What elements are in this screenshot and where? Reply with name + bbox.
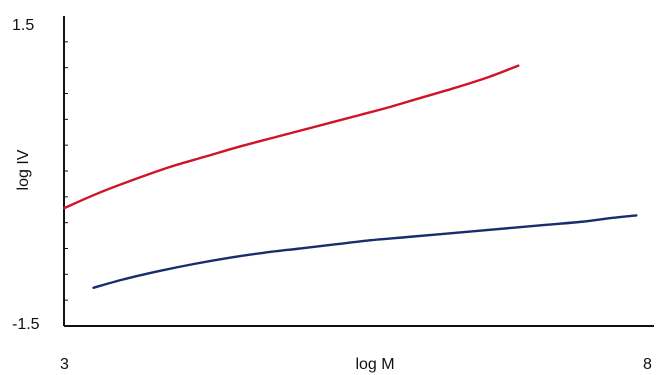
x-axis-label: log M bbox=[355, 356, 394, 373]
series-1-line bbox=[62, 64, 520, 210]
x-tick-label-min: 3 bbox=[60, 356, 69, 373]
series-layer bbox=[62, 64, 638, 289]
y-axis-label: log IV bbox=[15, 149, 32, 190]
y-tick-label-max: 1.5 bbox=[12, 17, 34, 34]
x-tick-label-max: 8 bbox=[643, 356, 652, 373]
y-tick-label-min: -1.5 bbox=[12, 316, 40, 333]
series-2-line bbox=[92, 214, 638, 289]
y-ticks bbox=[64, 41, 68, 301]
axes bbox=[63, 16, 654, 327]
